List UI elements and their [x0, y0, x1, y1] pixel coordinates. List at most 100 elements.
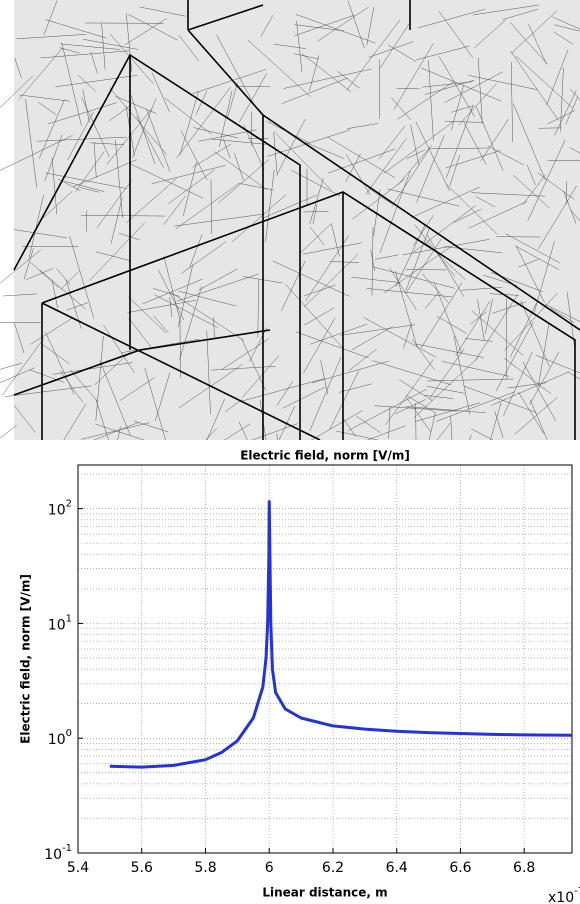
mesh-edge	[304, 307, 335, 326]
mesh-edge	[295, 14, 376, 44]
mesh-edge	[63, 403, 87, 440]
mesh-edge	[444, 71, 504, 103]
mesh-edge	[395, 270, 418, 348]
mesh-edge	[426, 234, 465, 297]
mesh-edge	[309, 357, 342, 431]
mesh-edge	[336, 430, 379, 440]
mesh-edge	[257, 279, 259, 338]
mesh-edge	[238, 72, 268, 123]
mesh-edge	[247, 40, 311, 98]
mesh-edge	[477, 299, 485, 341]
mesh-edge	[422, 81, 473, 88]
mesh-edge	[75, 151, 105, 192]
mesh-edge	[303, 317, 336, 374]
mesh-edge	[372, 266, 455, 289]
y-tick-exponent: 1	[66, 613, 72, 624]
mesh-edge	[89, 222, 146, 281]
mesh-edge	[415, 343, 484, 358]
mesh-edge	[182, 161, 197, 217]
mesh-edge	[52, 362, 133, 375]
mesh-edge	[463, 385, 537, 413]
mesh-edge	[520, 300, 550, 367]
mesh-edge	[43, 0, 58, 35]
mesh-edge	[78, 75, 96, 92]
mesh-edge	[170, 292, 245, 341]
mesh-edge	[372, 360, 452, 386]
mesh-edge	[465, 338, 493, 342]
mesh-edge	[151, 72, 170, 113]
mesh-edge	[61, 42, 82, 126]
mesh-edge	[238, 182, 275, 191]
mesh-edge	[356, 415, 381, 433]
mesh-edge	[311, 410, 363, 440]
mesh-edge	[96, 179, 132, 228]
mesh-edge	[544, 303, 580, 322]
mesh-edge	[474, 19, 507, 48]
mesh-edge	[329, 370, 360, 430]
mesh-edge	[423, 394, 454, 399]
mesh-edge	[436, 315, 467, 334]
mesh-edge	[453, 208, 482, 223]
y-tick-base: 10	[48, 503, 66, 519]
mesh-edge	[351, 276, 401, 283]
mesh-edge	[312, 204, 318, 225]
mesh-edge	[179, 91, 199, 155]
mesh-edge	[340, 324, 415, 336]
mesh-edge	[427, 378, 514, 382]
mesh-edge	[28, 194, 44, 258]
mesh-edge	[370, 249, 375, 271]
mesh-edge	[535, 355, 580, 374]
mesh-edge	[136, 115, 164, 168]
mesh-edge	[346, 19, 401, 91]
mesh-edge	[59, 370, 84, 403]
mesh-edge	[144, 367, 166, 440]
mesh-edge	[283, 68, 372, 89]
x-tick-label: 6.6	[449, 860, 471, 876]
y-tick-base: 10	[48, 617, 66, 633]
mesh-edge	[242, 355, 280, 398]
mesh-edge	[566, 292, 575, 347]
mesh-edge	[339, 383, 373, 393]
mesh-edge	[281, 260, 306, 312]
mesh-edge	[389, 267, 417, 310]
mesh-edge	[163, 195, 186, 225]
mesh-edge	[13, 404, 36, 433]
mesh-edge	[415, 121, 450, 192]
edge	[187, 4, 264, 31]
mesh-edge	[95, 251, 130, 261]
mesh-edge	[121, 338, 200, 354]
mesh-edge	[276, 118, 306, 176]
mesh-edge	[529, 352, 559, 405]
mesh-edge	[273, 131, 332, 191]
mesh-edge	[192, 69, 266, 94]
mesh-edge	[450, 416, 453, 440]
mesh-edge	[0, 424, 18, 439]
mesh-edge	[195, 90, 208, 115]
mesh-edge	[444, 246, 503, 254]
mesh-edge	[158, 269, 185, 321]
mesh-edge	[29, 369, 65, 383]
mesh-edge	[345, 153, 361, 182]
mesh-edge	[458, 83, 497, 125]
mesh-edge	[79, 187, 100, 193]
mesh-edge	[471, 192, 546, 197]
mesh-edge	[327, 148, 395, 174]
mesh-edge	[522, 174, 546, 205]
mesh-edge	[416, 135, 445, 203]
mesh-edge	[414, 402, 480, 422]
mesh-edge	[179, 319, 181, 378]
mesh-edge	[30, 262, 59, 288]
chart-title: Electric field, norm [V/m]	[240, 449, 410, 463]
mesh-edge	[45, 331, 75, 395]
mesh-edge	[222, 138, 231, 159]
mesh-edge	[109, 87, 167, 155]
mesh-edge	[406, 394, 437, 414]
mesh-edge	[265, 169, 275, 242]
mesh-edge	[363, 317, 437, 358]
mesh-edge	[490, 371, 569, 406]
mesh-edge	[45, 19, 107, 39]
mesh-edge	[19, 94, 70, 102]
mesh-edge	[326, 136, 396, 178]
mesh-edge	[346, 123, 378, 129]
mesh-edge	[472, 4, 539, 16]
